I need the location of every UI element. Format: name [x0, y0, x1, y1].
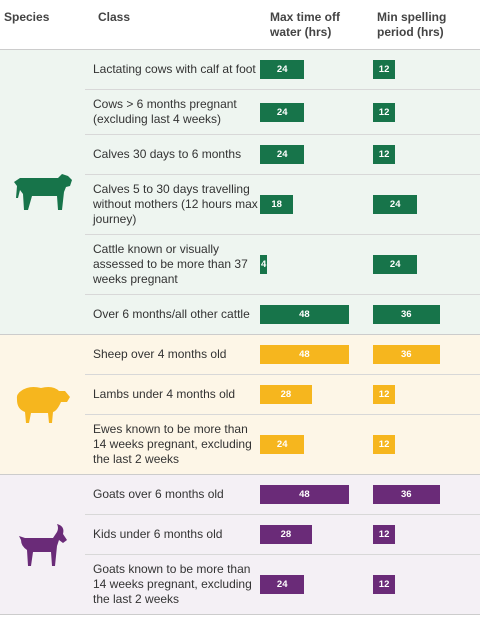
max-header: Max time off water (hrs) [270, 10, 341, 39]
class-label: Ewes known to be more than 14 weeks preg… [93, 422, 252, 466]
min-bar: 12 [373, 525, 396, 544]
class-header: Class [98, 10, 131, 24]
min-bar: 24 [373, 195, 418, 214]
max-cell: 28 [260, 385, 367, 404]
min-bar: 24 [373, 255, 418, 274]
icon-cell [0, 50, 85, 334]
max-cell: 18 [260, 195, 367, 214]
max-cell: 24 [260, 60, 367, 79]
class-label: Over 6 months/all other cattle [93, 307, 250, 321]
max-bar: 48 [260, 485, 349, 504]
max-bar: 18 [260, 195, 294, 214]
max-bar: 24 [260, 145, 305, 164]
max-bar: 24 [260, 575, 305, 594]
cow-icon [13, 174, 72, 210]
row: Goats over 6 months old 48 36 [85, 475, 480, 514]
max-bar: 24 [260, 102, 305, 122]
class-label: Sheep over 4 months old [93, 347, 227, 361]
min-cell: 24 [367, 255, 480, 274]
class-label: Cattle known or visually assessed to be … [93, 242, 248, 286]
max-cell: 48 [260, 305, 367, 324]
min-cell: 12 [367, 525, 480, 544]
row: Kids under 6 months old 28 12 [85, 514, 480, 554]
row: Sheep over 4 months old 48 36 [85, 335, 480, 374]
min-bar: 12 [373, 385, 396, 404]
min-cell: 12 [367, 60, 480, 79]
min-bar: 12 [373, 435, 396, 454]
class-label: Goats over 6 months old [93, 487, 224, 501]
max-cell: 28 [260, 525, 367, 544]
row: Goats known to be more than 14 weeks pre… [85, 554, 480, 614]
min-cell: 12 [367, 145, 480, 164]
min-bar: 36 [373, 485, 440, 504]
rows: Lactating cows with calf at foot 24 12 Cows… [85, 50, 480, 334]
species-header: Species [4, 10, 50, 24]
class-label: Cows > 6 months pregnant (excluding last… [93, 97, 237, 126]
max-bar: 24 [260, 435, 305, 454]
row: Over 6 months/all other cattle 48 36 [85, 294, 480, 334]
max-bar: 4 [260, 255, 268, 274]
rows: Goats over 6 months old 48 36 Kids under 6 … [85, 475, 480, 614]
row: Cows > 6 months pregnant (excluding last… [85, 89, 480, 134]
min-cell: 12 [367, 102, 480, 122]
min-bar: 36 [373, 305, 440, 324]
class-label: Lactating cows with calf at foot [93, 62, 256, 76]
min-cell: 12 [367, 435, 480, 454]
max-bar: 28 [260, 525, 312, 544]
icon-cell [0, 335, 85, 474]
group: Sheep over 4 months old 48 36 Lambs under 4… [0, 335, 480, 475]
min-cell: 36 [367, 305, 480, 324]
row: Cattle known or visually assessed to be … [85, 234, 480, 294]
row: Ewes known to be more than 14 weeks preg… [85, 414, 480, 474]
max-bar: 48 [260, 305, 349, 324]
min-bar: 12 [373, 102, 396, 122]
max-bar: 28 [260, 385, 312, 404]
rows: Sheep over 4 months old 48 36 Lambs under 4… [85, 335, 480, 474]
class-label: Kids under 6 months old [93, 527, 223, 541]
max-cell: 24 [260, 145, 367, 164]
row: Lambs under 4 months old 28 12 [85, 374, 480, 414]
max-cell: 24 [260, 435, 367, 454]
min-cell: 36 [367, 345, 480, 364]
sheep-icon [16, 386, 70, 423]
group: Goats over 6 months old 48 36 Kids under 6 … [0, 475, 480, 615]
icon-cell [0, 475, 85, 614]
row: Calves 5 to 30 days travelling without m… [85, 174, 480, 234]
row: Calves 30 days to 6 months 24 12 [85, 134, 480, 174]
class-label: Lambs under 4 months old [93, 387, 236, 401]
min-cell: 36 [367, 485, 480, 504]
min-bar: 12 [373, 575, 396, 594]
min-bar: 12 [373, 145, 396, 164]
max-cell: 24 [260, 575, 367, 594]
max-bar: 24 [260, 60, 305, 79]
row: Lactating cows with calf at foot 24 12 [85, 50, 480, 89]
header: Species Class Max time off water (hrs) M… [0, 0, 480, 50]
max-cell: 4 [260, 255, 367, 274]
min-cell: 12 [367, 575, 480, 594]
min-cell: 24 [367, 195, 480, 214]
goat-icon [18, 523, 67, 566]
min-header: Min spelling period (hrs) [377, 10, 447, 39]
max-cell: 24 [260, 102, 367, 122]
min-cell: 12 [367, 385, 480, 404]
min-bar: 36 [373, 345, 440, 364]
class-label: Calves 30 days to 6 months [93, 147, 242, 161]
class-label: Goats known to be more than 14 weeks pre… [93, 562, 252, 606]
max-cell: 48 [260, 345, 367, 364]
max-bar: 48 [260, 345, 349, 364]
min-bar: 12 [373, 60, 396, 79]
class-label: Calves 5 to 30 days travelling without m… [93, 182, 258, 226]
max-cell: 48 [260, 485, 367, 504]
group: Lactating cows with calf at foot 24 12 Cows… [0, 50, 480, 335]
